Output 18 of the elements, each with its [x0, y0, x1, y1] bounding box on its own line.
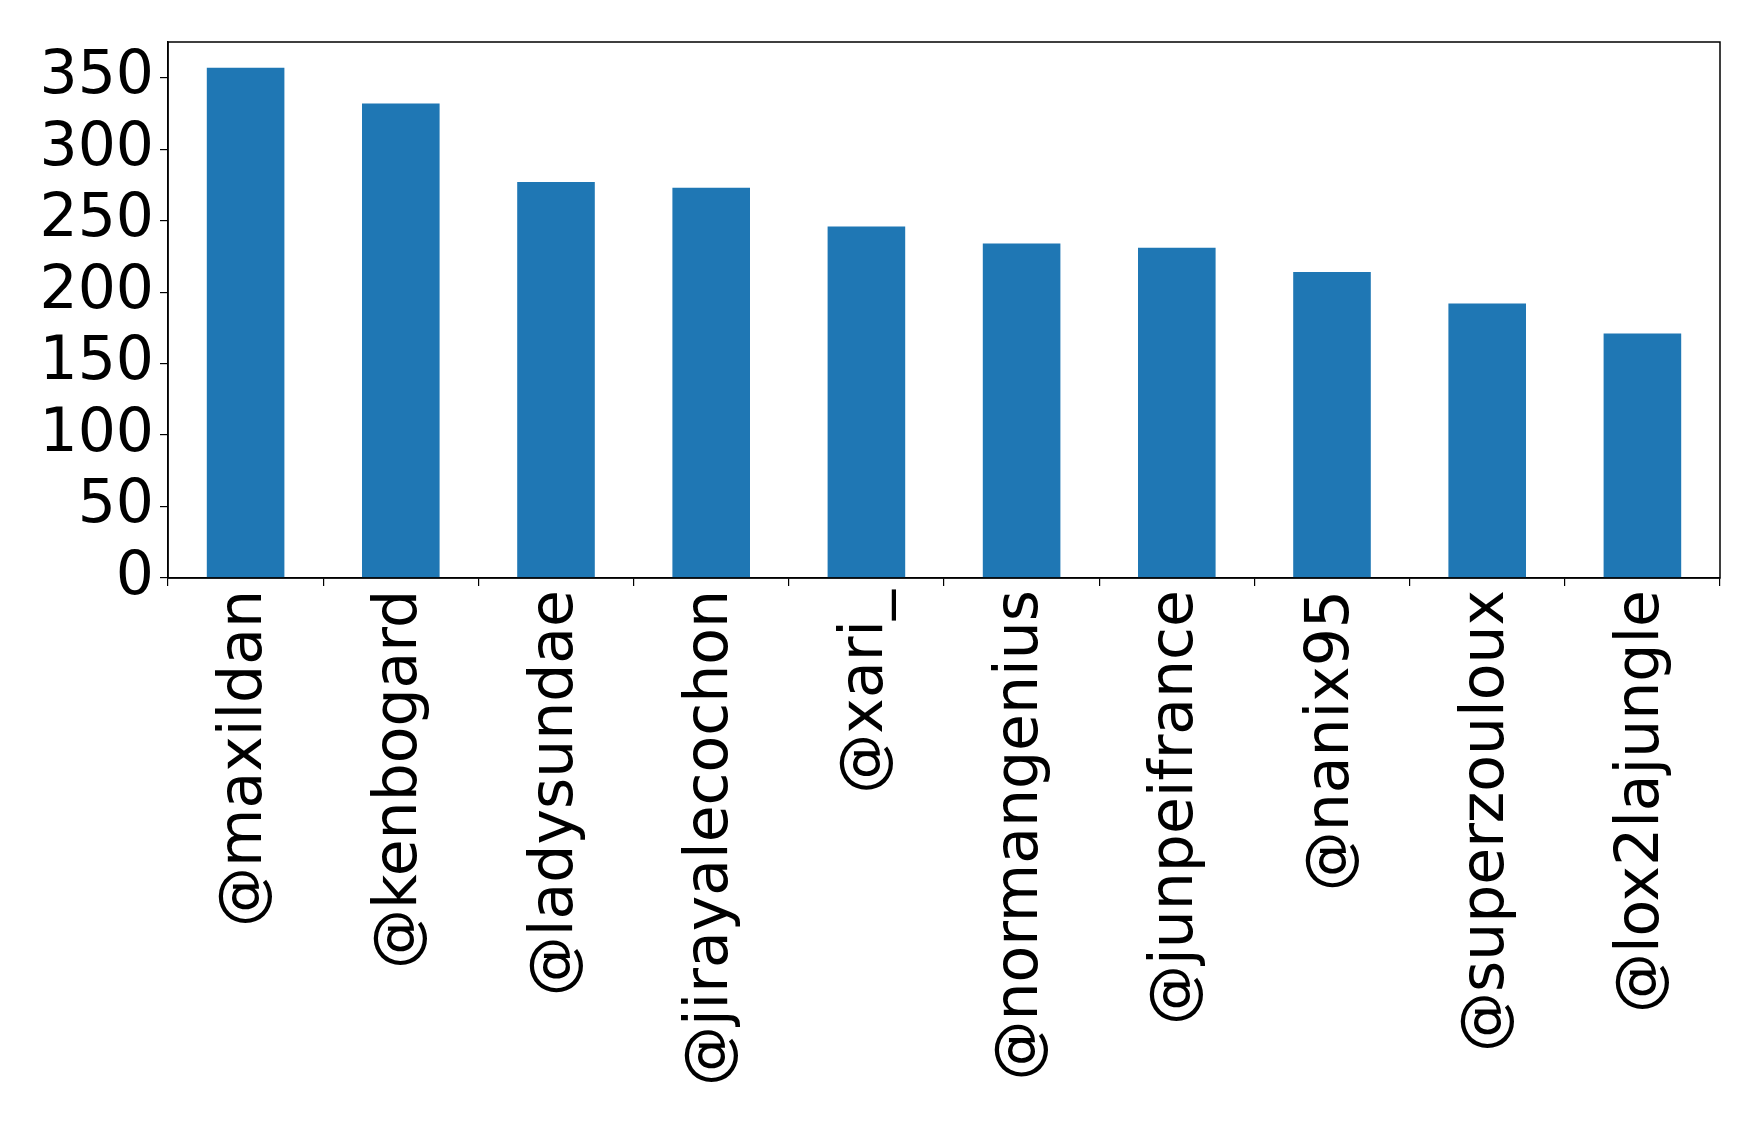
- x-tick-label: @ladysundae: [515, 590, 586, 997]
- y-tick-label: 150: [39, 323, 154, 394]
- x-tick-label: @xari_: [825, 589, 896, 794]
- y-tick-label: 250: [39, 180, 154, 251]
- y-tick-label: 200: [39, 251, 154, 322]
- x-tick-label: @superzouloux: [1446, 590, 1517, 1053]
- x-tick-label: @kenbogard: [360, 590, 431, 969]
- x-tick-label: @nanix95: [1291, 590, 1362, 892]
- x-tick-label: @normangenius: [981, 590, 1052, 1081]
- y-tick-label: 300: [39, 108, 154, 179]
- y-tick-label: 100: [39, 394, 154, 465]
- y-tick-label: 50: [77, 466, 154, 537]
- y-tick-label: 350: [39, 37, 154, 108]
- x-tick-label: @lox2lajungle: [1601, 590, 1672, 1014]
- y-tick-label: 0: [115, 537, 154, 608]
- x-tick-label: @junpeifrance: [1136, 590, 1207, 1025]
- x-tick-label: @jirayalecochon: [670, 590, 741, 1087]
- x-tick-label: @maxildan: [205, 590, 276, 927]
